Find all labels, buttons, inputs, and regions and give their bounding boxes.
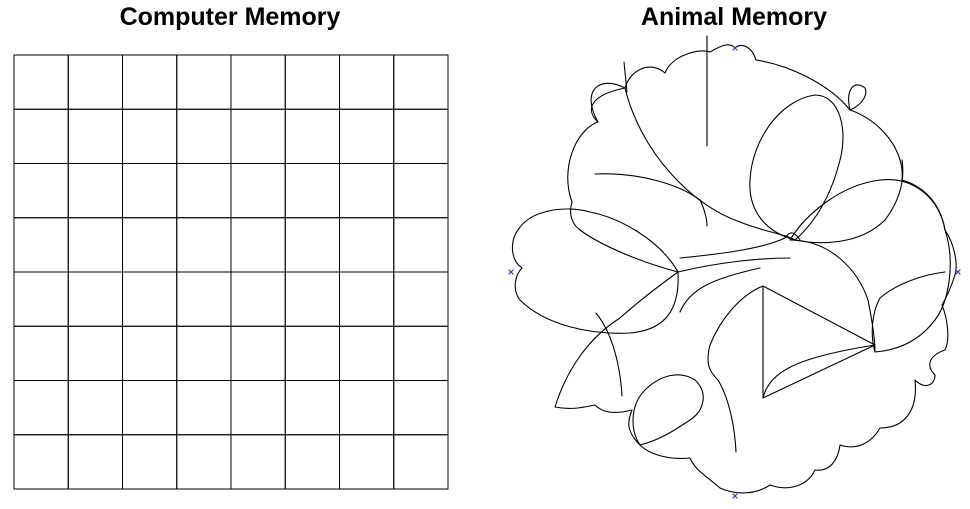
memory-cell [284,54,340,110]
blob-marker-top [732,45,738,51]
memory-cell [339,271,395,327]
memory-cell [230,271,286,327]
memory-cell [13,108,69,164]
blob-upper-right-lobe [749,94,844,241]
blob-marker-bottom [732,493,738,499]
memory-cell [122,217,178,273]
memory-cell [339,163,395,219]
blob-outline-right [639,109,957,494]
memory-cell [339,380,395,436]
memory-cell [230,434,286,490]
memory-cell [176,108,232,164]
memory-cell [230,163,286,219]
memory-cell [339,434,395,490]
blob-lower-curve-a [707,285,764,453]
memory-cell [13,54,69,110]
memory-cell [230,217,286,273]
memory-cell [67,380,123,436]
memory-cell [122,325,178,381]
blob-outline-top [567,87,626,231]
blob-marker-right [955,269,961,275]
blob-right-lobe [789,179,951,353]
memory-cell [176,434,232,490]
blob-center-branch-d [679,267,761,313]
memory-cell [67,108,123,164]
memory-cell [176,163,232,219]
memory-cell [393,271,449,327]
memory-cell [284,163,340,219]
memory-cell [122,380,178,436]
memory-cell [393,434,449,490]
memory-cell [393,325,449,381]
blob-left-lobe [511,208,679,334]
memory-cell [176,217,232,273]
memory-cell [122,271,178,327]
memory-cell [284,325,340,381]
blob-lower-curve-b [595,312,623,397]
animal-memory-title: Animal Memory [640,3,828,31]
memory-cell [67,217,123,273]
blob-top-lobe-inner [579,229,679,273]
memory-cell [13,163,69,219]
memory-cell [230,108,286,164]
memory-cell [67,271,123,327]
memory-cell [122,54,178,110]
memory-cell [13,380,69,436]
blob-outline-bottom-left [554,271,679,446]
memory-cell [393,108,449,164]
blob-right-lobe-inner [789,239,876,353]
memory-cell [13,434,69,490]
computer-memory-title: Computer Memory [119,3,341,31]
blob-center-branch-b [679,232,801,259]
memory-cell [339,54,395,110]
memory-cell [176,380,232,436]
blob-outline-top-scallops [590,44,867,123]
memory-cell [13,325,69,381]
memory-cell [393,54,449,110]
memory-cell [122,108,178,164]
memory-cell [67,54,123,110]
blob-center-branch-c [677,257,791,273]
memory-cell [339,325,395,381]
memory-cell [230,380,286,436]
memory-cell [230,54,286,110]
blob-top-lobe [624,87,796,241]
memory-cell [284,271,340,327]
memory-cell [122,163,178,219]
memory-cell [339,217,395,273]
blob-small-lower-lobe [632,374,704,446]
memory-cell [67,325,123,381]
memory-cell [176,325,232,381]
memory-cell [284,380,340,436]
blob-lower-triangle [762,285,876,399]
memory-cell [339,108,395,164]
blob-center-branch-a [594,173,708,227]
memory-cell [284,108,340,164]
blob-top-lobe-stem [623,61,628,93]
blob-upper-right-lobe-outer [794,159,904,244]
memory-cell [176,271,232,327]
memory-cell [13,271,69,327]
animal-memory-diagram [508,35,961,499]
memory-cell [284,217,340,273]
memory-cell [122,434,178,490]
memory-cell [13,217,69,273]
memory-cell [67,434,123,490]
memory-cell [230,325,286,381]
memory-cell [176,54,232,110]
memory-cell [284,434,340,490]
blob-marker-left [508,269,514,275]
computer-memory-grid [13,54,449,490]
blob-lower-triangle-curve [762,344,876,399]
memory-cell [393,217,449,273]
memory-cell [67,163,123,219]
memory-cell [393,380,449,436]
memory-cell [393,163,449,219]
